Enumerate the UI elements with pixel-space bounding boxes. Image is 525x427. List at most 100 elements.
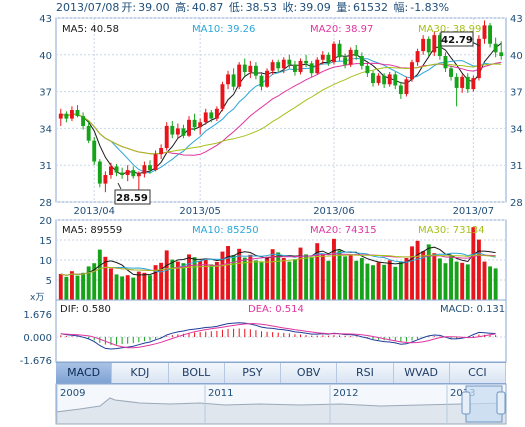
tab-kdj[interactable]: KDJ	[112, 363, 169, 383]
volume-bar	[332, 238, 336, 300]
candle-body	[253, 65, 258, 76]
candle-body	[421, 38, 426, 52]
macd-panel-frame	[55, 299, 507, 363]
open-label: 开:	[121, 1, 137, 14]
volume-bar	[181, 263, 186, 300]
candle-body	[465, 76, 470, 90]
price-tick-label-right: 40	[510, 51, 523, 62]
price-ma20-text: MA20: 38.97	[310, 24, 373, 35]
tab-cci[interactable]: CCI	[449, 363, 506, 383]
dif-line	[60, 322, 496, 350]
volume-bar	[348, 254, 353, 300]
candle-body	[69, 110, 74, 119]
volume-bar	[382, 264, 387, 300]
candle-body	[298, 60, 303, 72]
volume-bar	[120, 276, 125, 300]
volume-ma5-line	[60, 246, 496, 276]
quote-header: 2013/07/08 开: 39.00 高: 40.87 低: 38.53 收: 39.0…	[56, 1, 451, 15]
volume-bar	[304, 254, 309, 300]
candle-body	[131, 170, 136, 177]
volume-bar	[343, 256, 348, 300]
candle-body	[343, 57, 348, 65]
volume-tick-label: 15	[39, 236, 52, 247]
price-panel-frame	[55, 17, 507, 203]
volume-bar	[175, 261, 180, 300]
volume-bar	[287, 261, 292, 300]
candle-body	[214, 108, 219, 119]
tab-boll[interactable]: BOLL	[168, 363, 225, 383]
close-label: 收:	[282, 1, 298, 14]
volume-bar	[488, 266, 493, 300]
candle-body	[443, 56, 448, 69]
volume-bar	[226, 246, 230, 300]
candle-body	[471, 78, 476, 90]
volume-bar	[359, 258, 364, 300]
price-tick-label-right: 31	[510, 161, 523, 172]
dea-text: DEA: 0.514	[248, 304, 304, 315]
candle-body	[410, 62, 414, 80]
date-tick-label: 2013/05	[179, 206, 221, 217]
tab-wvad[interactable]: WVAD	[393, 363, 450, 383]
candle-body	[81, 116, 86, 126]
candle-body	[499, 52, 504, 57]
candle-body	[120, 172, 125, 176]
macd-tick-label: 0.000	[23, 333, 52, 344]
tab-macd[interactable]: MACD	[56, 363, 113, 383]
volume-tick-label: 20	[39, 216, 52, 227]
candle-body	[281, 59, 286, 69]
candle-body	[426, 38, 431, 53]
candle-body	[276, 62, 281, 69]
volume-bar	[220, 251, 225, 300]
candle-body	[488, 25, 493, 44]
volume-bar	[92, 263, 97, 300]
volume-bar	[398, 261, 403, 300]
volume-bar	[315, 243, 320, 300]
candle-body	[103, 175, 108, 184]
volume-bar	[482, 261, 487, 300]
tab-psy[interactable]: PSY	[224, 363, 281, 383]
tab-rsi[interactable]: RSI	[337, 363, 394, 383]
navigator-left-grip[interactable]	[461, 391, 471, 415]
volume-bar	[320, 253, 325, 300]
candle-body	[393, 74, 398, 86]
volume-bar	[365, 263, 370, 300]
macd-tick-label: 1.676	[23, 310, 52, 321]
candle-body	[432, 35, 437, 53]
volume-bar	[393, 266, 398, 300]
volume-ma10-line	[60, 251, 496, 276]
navigator-right-grip[interactable]	[496, 391, 506, 415]
volume-bar	[298, 247, 303, 300]
volume-bar	[103, 256, 108, 300]
candle-body	[248, 65, 253, 72]
volume-bar	[270, 249, 275, 300]
volume-bar	[231, 255, 236, 300]
candle-body	[337, 43, 342, 58]
volume-bar	[170, 259, 175, 300]
navigator-handle[interactable]	[461, 385, 506, 423]
candle-body	[203, 112, 208, 123]
quote-date: 2013/07/08	[56, 1, 120, 14]
candle-body	[437, 35, 442, 57]
candle-body	[187, 119, 191, 136]
indicator-tabs: MACD KDJ BOLL PSY OBV RSI WVAD CCI	[56, 362, 506, 384]
volume-bar	[198, 260, 203, 300]
candle-body	[64, 113, 69, 119]
tab-obv[interactable]: OBV	[281, 363, 338, 383]
macd-text: MACD: 0.131	[440, 304, 505, 315]
navigator-history-line	[55, 397, 507, 425]
candle-body	[148, 165, 152, 171]
candle-body	[170, 125, 175, 135]
max-marker: 42.79	[440, 31, 481, 47]
candle-body	[270, 62, 275, 71]
volume-tick-label: 5	[46, 276, 52, 287]
volume-bar	[471, 227, 476, 300]
volume-bar	[131, 277, 136, 300]
volume-bar	[426, 244, 431, 300]
volume-bar	[136, 271, 141, 300]
low-value: 38.53	[245, 1, 278, 14]
volume-bar	[75, 275, 80, 300]
volume-bar	[97, 249, 102, 300]
volume-bar	[281, 258, 286, 300]
volume-unit: x万	[30, 293, 44, 303]
price-tick-label-right: 43	[510, 14, 523, 25]
